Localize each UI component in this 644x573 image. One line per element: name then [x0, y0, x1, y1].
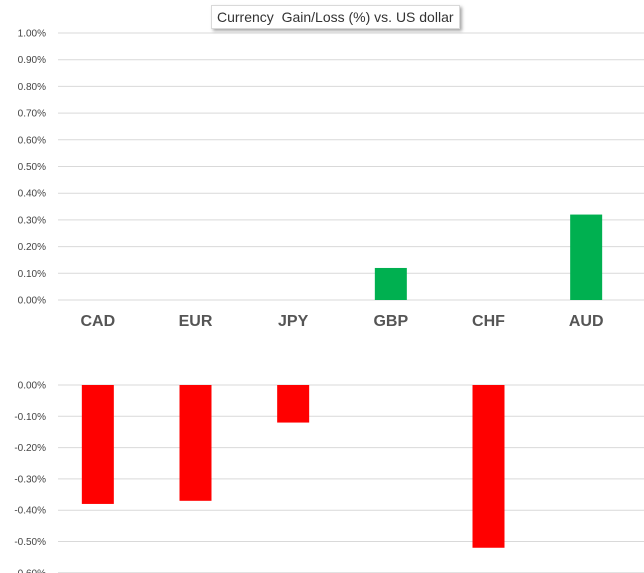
y-tick-label: 0.00% [18, 296, 46, 307]
chart-title: Currency Gain/Loss (%) vs. US dollar [211, 5, 460, 29]
y-tick-label: 0.60% [18, 135, 46, 146]
gains-panel: 0.00% 0.10% 0.20% 0.30% 0.40% 0.50% 0.60% 0.70%… [18, 29, 644, 330]
bar-cad [81, 385, 114, 504]
bar-gbp [374, 267, 407, 300]
y-tick-label: 0.50% [18, 162, 46, 173]
y-tick-label: 0.00% [18, 381, 46, 392]
category-label-cad: CAD [80, 313, 115, 330]
losses-panel: 0.00% -0.10% -0.20% -0.30% -0.40% -0.50% -0.60… [14, 381, 644, 573]
y-tick-label: -0.10% [14, 412, 46, 423]
category-label-aud: AUD [569, 313, 604, 330]
y-tick-label: 0.10% [18, 269, 46, 280]
category-label-eur: EUR [179, 313, 213, 330]
y-tick-label: 0.80% [18, 82, 46, 93]
bar-aud [570, 214, 603, 300]
y-tick-label: -0.30% [14, 474, 46, 485]
category-label-gbp: GBP [373, 313, 408, 330]
y-tick-label: -0.20% [14, 443, 46, 454]
y-tick-label: 0.70% [18, 109, 46, 120]
bar-eur [179, 385, 212, 501]
y-tick-label: 1.00% [18, 29, 46, 40]
bar-chf [472, 385, 505, 548]
y-tick-label: -0.50% [14, 537, 46, 548]
category-label-jpy: JPY [278, 313, 309, 330]
y-tick-label: -0.60% [14, 568, 46, 573]
y-tick-label: 0.30% [18, 215, 46, 226]
y-tick-label: 0.20% [18, 242, 46, 253]
category-label-chf: CHF [472, 313, 505, 330]
y-tick-label: -0.40% [14, 506, 46, 517]
y-tick-label: 0.40% [18, 189, 46, 200]
bar-jpy [277, 385, 310, 423]
y-tick-label: 0.90% [18, 55, 46, 66]
